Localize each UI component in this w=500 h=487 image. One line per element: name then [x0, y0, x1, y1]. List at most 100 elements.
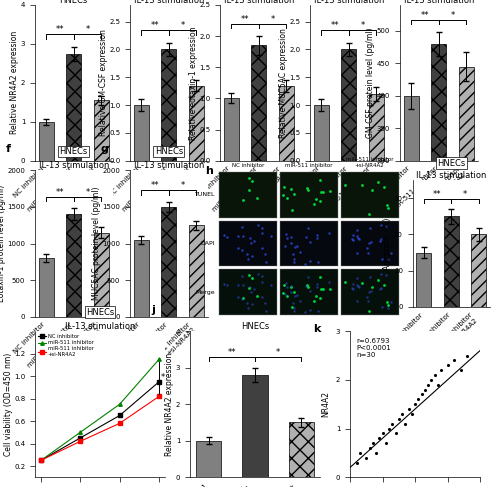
Text: *: *: [450, 11, 454, 19]
Bar: [431, 44, 446, 356]
Point: [248, 177, 256, 185]
Point: [369, 439, 377, 447]
Point: [254, 270, 262, 278]
Point: [258, 229, 266, 237]
Point: [238, 295, 246, 303]
Point: [354, 274, 362, 282]
Point: [342, 181, 349, 189]
Bar: [404, 96, 418, 356]
Point: [456, 366, 464, 374]
Bar: [444, 216, 459, 307]
Title: IL-13 stimulation: IL-13 stimulation: [134, 0, 204, 5]
Bar: [94, 232, 109, 317]
Point: [244, 174, 252, 182]
Text: h: h: [204, 166, 212, 176]
Point: [290, 307, 298, 315]
Point: [286, 282, 294, 290]
Point: [384, 301, 392, 309]
Point: [290, 259, 298, 266]
Point: [387, 298, 395, 306]
Point: [314, 258, 322, 266]
Point: [282, 279, 290, 287]
Point: [238, 223, 246, 231]
Point: [261, 250, 269, 258]
Point: [304, 273, 312, 281]
Bar: [161, 49, 176, 161]
Point: [418, 391, 426, 398]
Title: IL-13 stimulation: IL-13 stimulation: [38, 162, 109, 170]
Point: [248, 300, 256, 308]
Point: [244, 299, 252, 307]
Y-axis label: Relative GM-CSF expression: Relative GM-CSF expression: [98, 29, 108, 136]
Point: [280, 281, 287, 289]
Point: [296, 297, 304, 304]
Point: [280, 184, 287, 191]
Text: Merge: Merge: [196, 290, 215, 295]
Point: [326, 285, 334, 293]
Point: [368, 238, 376, 246]
Point: [366, 444, 374, 452]
Point: [312, 231, 320, 239]
Point: [342, 279, 349, 286]
Point: [364, 293, 372, 301]
Y-axis label: Cell viability (OD=450 nm): Cell viability (OD=450 nm): [4, 353, 13, 456]
Point: [253, 194, 261, 202]
Point: [368, 287, 376, 295]
Point: [392, 430, 400, 437]
Point: [312, 280, 320, 287]
Text: HNECs: HNECs: [154, 147, 183, 156]
Y-axis label: NR4A2: NR4A2: [321, 391, 330, 417]
Point: [261, 299, 269, 307]
Point: [246, 283, 254, 291]
Point: [362, 454, 370, 462]
Point: [248, 252, 256, 260]
Point: [384, 204, 392, 212]
Point: [349, 236, 357, 244]
Point: [380, 184, 388, 191]
Point: [244, 255, 252, 263]
Point: [372, 449, 380, 457]
Bar: [416, 253, 431, 307]
Point: [313, 283, 321, 291]
Text: **: **: [56, 188, 64, 197]
Point: [286, 234, 294, 242]
NC inhibitor: [156, 379, 162, 385]
Point: [247, 239, 255, 247]
Point: [401, 420, 409, 428]
Text: j: j: [151, 305, 155, 315]
Point: [316, 285, 324, 293]
Text: DAPI: DAPI: [200, 241, 215, 246]
Point: [354, 234, 362, 242]
Text: **: **: [330, 21, 339, 30]
Point: [384, 255, 392, 263]
Point: [368, 283, 376, 291]
Point: [282, 230, 290, 238]
Point: [316, 294, 324, 302]
Point: [287, 288, 295, 296]
Point: [364, 298, 372, 305]
Point: [387, 249, 395, 257]
Point: [306, 306, 314, 314]
Point: [302, 233, 310, 241]
Point: [388, 420, 396, 428]
Point: [238, 272, 246, 280]
Point: [290, 190, 298, 198]
Point: [245, 284, 253, 292]
Point: [353, 232, 361, 240]
Point: [290, 304, 298, 312]
Point: [378, 430, 386, 437]
Point: [384, 304, 392, 312]
Y-axis label: Eotaxin-1 protein level (pg/ml): Eotaxin-1 protein level (pg/ml): [0, 185, 6, 302]
Point: [282, 283, 290, 291]
miR-511 inhibitor
+si-NR4A2: [116, 420, 122, 426]
Text: *: *: [86, 188, 89, 197]
Bar: [472, 234, 486, 307]
Line: miR-511 inhibitor: miR-511 inhibitor: [39, 357, 161, 462]
miR-511 inhibitor
+si-NR4A2: [156, 393, 162, 399]
Y-axis label: MUC5AC protein level (pg/ml): MUC5AC protein level (pg/ml): [92, 187, 101, 300]
Point: [382, 222, 390, 230]
Point: [376, 285, 384, 293]
Point: [366, 273, 374, 281]
Point: [318, 285, 326, 293]
Point: [316, 187, 324, 195]
